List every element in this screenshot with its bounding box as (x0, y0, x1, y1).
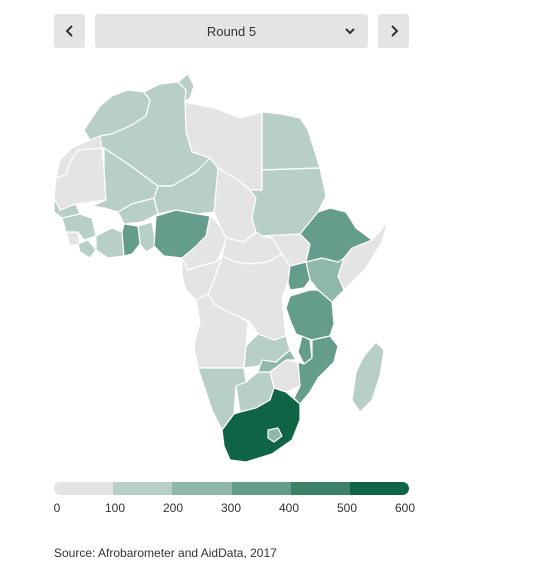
legend-tick-label: 400 (278, 501, 300, 515)
previous-round-button[interactable] (54, 14, 85, 48)
legend-bin (290, 482, 350, 495)
legend-bin (54, 482, 114, 495)
country-togo-benin[interactable] (137, 221, 157, 253)
country-lesotho[interactable] (267, 427, 283, 443)
legend-bin (349, 482, 410, 495)
country-madagascar[interactable] (351, 341, 385, 413)
source-note: Source: Afrobarometer and AidData, 2017 (54, 546, 277, 560)
round-select[interactable]: Round 5 (95, 14, 368, 48)
country-ethiopia[interactable] (299, 207, 373, 263)
legend-tick-label: 200 (162, 501, 184, 515)
country-ghana[interactable] (121, 223, 141, 257)
legend-bin (231, 482, 291, 495)
legend-tick-label: 600 (394, 501, 416, 515)
country-liberia[interactable] (77, 239, 97, 259)
country-cote-divoire[interactable] (95, 227, 125, 259)
country-namibia[interactable] (197, 367, 247, 431)
country-sudan[interactable] (249, 167, 327, 237)
country-nigeria[interactable] (153, 209, 211, 259)
legend-bin (113, 482, 173, 495)
legend-bin (172, 482, 232, 495)
country-egypt[interactable] (261, 111, 321, 171)
legend-tick-label: 0 (53, 501, 61, 515)
legend-tick-label: 100 (104, 501, 126, 515)
legend-tick-label: 300 (220, 501, 242, 515)
country-uganda[interactable] (287, 261, 311, 291)
country-guinea[interactable] (61, 213, 97, 241)
chevron-right-icon (389, 25, 399, 37)
country-congo-gabon[interactable] (181, 255, 223, 301)
country-niger[interactable] (153, 157, 219, 215)
legend-scale (54, 482, 410, 495)
country-south-africa[interactable] (221, 387, 301, 463)
legend-tick-label: 500 (336, 501, 358, 515)
africa-map (53, 73, 389, 463)
chevron-left-icon (65, 25, 75, 37)
country-tanzania[interactable] (285, 289, 335, 341)
round-select-value: Round 5 (206, 23, 257, 39)
country-mauritania[interactable] (53, 147, 107, 211)
country-tunisia[interactable] (177, 73, 195, 103)
next-round-button[interactable] (378, 14, 409, 48)
country-zimbabwe[interactable] (257, 349, 297, 373)
chevron-down-icon (344, 25, 356, 37)
